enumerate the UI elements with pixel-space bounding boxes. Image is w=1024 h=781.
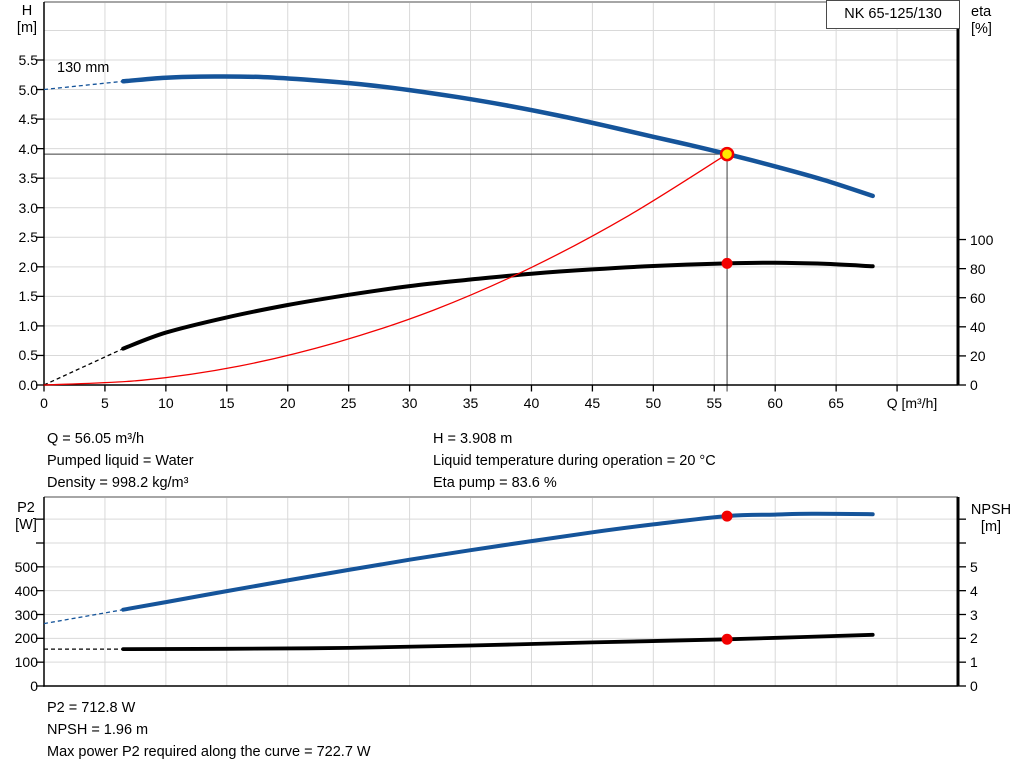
p2-curve-lead <box>43 609 124 625</box>
tick-label: 1.0 <box>18 317 38 334</box>
readout-p2: P2 = 712.8 W <box>47 700 136 716</box>
tick-label: 3.5 <box>18 170 38 187</box>
tick-label: 0 <box>970 678 978 694</box>
npsh-curve <box>121 632 875 651</box>
readout-density: Density = 998.2 kg/m³ <box>47 475 189 491</box>
tick-label: 0 <box>30 678 38 694</box>
tick-label: 2 <box>970 630 978 647</box>
duty-point-p2-marker[interactable] <box>721 510 733 522</box>
tick-label: 45 <box>584 395 601 411</box>
duty-point-eta-marker[interactable] <box>721 257 733 269</box>
eta-axis-title: eta [%] <box>971 4 992 37</box>
readout-head: H = 3.908 m <box>433 431 513 447</box>
q-axis-title: Q [m³/h] <box>886 395 938 411</box>
readout-maxpower: Max power P2 required along the curve = … <box>47 744 371 760</box>
tick-label: 0 <box>970 377 978 393</box>
tick-label: 5.0 <box>18 81 38 98</box>
tick-label: 65 <box>828 395 844 411</box>
tick-label: 500 <box>14 558 38 575</box>
tick-label: 4.0 <box>18 140 38 157</box>
tick-label: 50 <box>645 395 662 411</box>
tick-label: 35 <box>462 395 479 411</box>
efficiency-curve-lead <box>43 348 124 386</box>
tick-label: 55 <box>706 395 723 411</box>
tick-label: 100 <box>14 654 38 671</box>
readout-temperature: Liquid temperature during operation = 20… <box>433 453 716 469</box>
tick-label: 0 <box>40 395 48 411</box>
tick-label: 25 <box>340 395 357 411</box>
tick-label: 15 <box>219 395 235 411</box>
tick-label: 5.5 <box>18 52 38 68</box>
tick-label: 2.0 <box>18 258 38 275</box>
tick-label: 4 <box>970 582 978 599</box>
tick-label: 5 <box>101 395 109 411</box>
system-curve <box>43 153 728 386</box>
p2-curve <box>121 511 875 612</box>
pump-curve-130mm <box>120 74 875 199</box>
readout-liquid: Pumped liquid = Water <box>47 453 194 469</box>
tick-label: 40 <box>523 395 540 411</box>
tick-label: 5 <box>970 558 978 575</box>
efficiency-curve <box>121 260 875 351</box>
npsh-axis-title: NPSH [m] <box>970 502 1012 535</box>
tick-label: 300 <box>14 606 38 623</box>
h-axis-title: H [m] <box>16 3 38 36</box>
tick-label: 30 <box>401 395 418 411</box>
tick-label: 2.5 <box>18 229 38 246</box>
impeller-diameter-label: 130 mm <box>57 60 110 76</box>
tick-label: 400 <box>14 582 38 599</box>
tick-label: 200 <box>14 630 38 647</box>
tick-label: 3 <box>970 606 978 623</box>
tick-label: 20 <box>279 395 296 411</box>
tick-label: 4.5 <box>18 111 38 128</box>
tick-label: 20 <box>970 347 986 364</box>
pump-curve-130mm-lead <box>43 80 124 91</box>
tick-label: 100 <box>970 231 994 248</box>
readout-npsh: NPSH = 1.96 m <box>47 722 149 738</box>
p2-axis-title: P2 [W] <box>15 500 37 533</box>
tick-label: 0.0 <box>18 377 38 393</box>
duty-point-npsh-marker[interactable] <box>721 633 733 645</box>
tick-label: 10 <box>158 395 174 411</box>
tick-label: 1 <box>970 654 978 671</box>
readout-flow: Q = 56.05 m³/h <box>47 431 145 447</box>
duty-point-marker[interactable] <box>719 146 735 162</box>
tick-label: 60 <box>767 395 783 411</box>
tick-label: 40 <box>970 318 986 335</box>
tick-label: 80 <box>970 260 986 277</box>
pump-type-label: NK 65-125/130 <box>826 0 960 29</box>
tick-label: 0.5 <box>18 347 38 364</box>
readout-eta: Eta pump = 83.6 % <box>433 475 557 491</box>
tick-label: 1.5 <box>18 288 38 305</box>
tick-label: 3.0 <box>18 199 38 216</box>
tick-label: 60 <box>970 289 986 306</box>
